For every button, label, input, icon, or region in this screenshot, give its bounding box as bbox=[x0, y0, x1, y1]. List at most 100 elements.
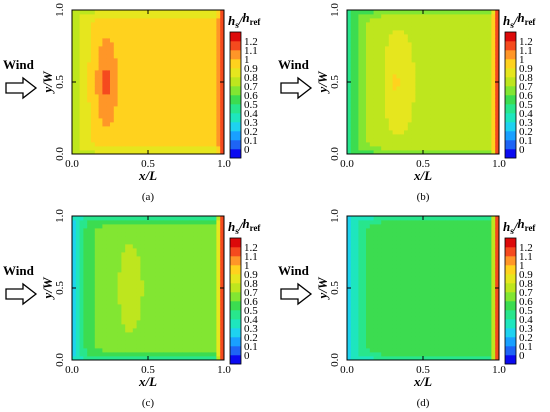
heat-cell bbox=[366, 122, 371, 127]
heat-cell bbox=[407, 78, 412, 83]
heat-cell bbox=[369, 340, 374, 345]
heat-cell bbox=[129, 126, 134, 131]
heat-cell bbox=[449, 114, 454, 119]
heat-cell bbox=[347, 70, 352, 75]
heat-cell bbox=[155, 240, 160, 245]
heat-cell bbox=[182, 220, 187, 225]
heat-cell bbox=[366, 220, 371, 225]
heat-cell bbox=[396, 54, 401, 59]
heat-cell bbox=[182, 332, 187, 337]
heat-cell bbox=[392, 78, 397, 83]
heat-cell bbox=[220, 10, 225, 15]
heat-cell bbox=[75, 122, 80, 127]
heat-cell bbox=[121, 42, 126, 47]
heat-cell bbox=[354, 62, 359, 67]
heat-cell bbox=[174, 324, 179, 329]
heat-cell bbox=[132, 70, 137, 75]
heat-cell bbox=[377, 134, 382, 139]
heat-cell bbox=[117, 90, 122, 95]
heat-cell bbox=[144, 220, 149, 225]
heat-cell bbox=[117, 268, 122, 273]
heat-cell bbox=[75, 58, 80, 63]
heat-cell bbox=[94, 10, 99, 15]
heat-cell bbox=[136, 142, 141, 147]
heat-cell bbox=[381, 252, 386, 257]
heat-cell bbox=[159, 252, 164, 257]
heat-cell bbox=[396, 94, 401, 99]
heat-cell bbox=[170, 46, 175, 51]
heat-cell bbox=[72, 268, 77, 273]
heat-cell bbox=[388, 42, 393, 47]
colorbar-title-title-main2: h bbox=[242, 216, 249, 231]
heat-cell bbox=[110, 232, 115, 237]
heat-cell bbox=[83, 66, 88, 71]
heat-cell bbox=[216, 94, 221, 99]
heat-cell bbox=[388, 280, 393, 285]
heat-cell bbox=[91, 34, 96, 39]
heat-cell bbox=[366, 272, 371, 277]
heat-cell bbox=[442, 14, 447, 19]
heat-cell bbox=[83, 114, 88, 119]
heat-cell bbox=[189, 216, 194, 221]
heat-cell bbox=[110, 308, 115, 313]
heat-cell bbox=[189, 66, 194, 71]
heat-cell bbox=[388, 224, 393, 229]
heat-cell bbox=[87, 142, 92, 147]
heat-cell bbox=[480, 18, 485, 23]
heat-cell bbox=[136, 62, 141, 67]
heat-cell bbox=[132, 276, 137, 281]
heat-cell bbox=[79, 308, 84, 313]
heat-cell bbox=[404, 122, 409, 127]
heat-cell bbox=[426, 58, 431, 63]
heat-cell bbox=[354, 110, 359, 115]
heat-cell bbox=[442, 102, 447, 107]
heat-cell bbox=[144, 74, 149, 79]
heat-cell bbox=[83, 236, 88, 241]
heat-cell bbox=[354, 90, 359, 95]
heat-cell bbox=[79, 260, 84, 265]
heat-cell bbox=[148, 312, 153, 317]
heat-cell bbox=[354, 142, 359, 147]
heat-cell bbox=[91, 220, 96, 225]
heat-cell bbox=[125, 220, 130, 225]
heat-cell bbox=[117, 324, 122, 329]
heat-cell bbox=[163, 142, 168, 147]
heat-cell bbox=[170, 324, 175, 329]
heat-cell bbox=[468, 134, 473, 139]
heat-cell bbox=[400, 138, 405, 143]
heat-cell bbox=[362, 26, 367, 31]
heat-cell bbox=[400, 54, 405, 59]
heat-cell bbox=[182, 34, 187, 39]
heat-cell bbox=[151, 82, 156, 87]
heat-cell bbox=[385, 110, 390, 115]
heat-cell bbox=[106, 340, 111, 345]
heat-cell bbox=[216, 300, 221, 305]
heat-cell bbox=[87, 220, 92, 225]
heat-cell bbox=[75, 42, 80, 47]
heat-cell bbox=[358, 26, 363, 31]
heat-cell bbox=[83, 240, 88, 245]
heat-cell bbox=[205, 228, 210, 233]
heat-field bbox=[347, 216, 500, 361]
heat-cell bbox=[174, 272, 179, 277]
heat-cell bbox=[434, 58, 439, 63]
heat-cell bbox=[75, 30, 80, 35]
heat-cell bbox=[411, 22, 416, 27]
heat-cell bbox=[125, 74, 130, 79]
heat-cell bbox=[193, 106, 198, 111]
heat-cell bbox=[426, 94, 431, 99]
heat-cell bbox=[155, 288, 160, 293]
heat-cell bbox=[388, 18, 393, 23]
heat-cell bbox=[362, 336, 367, 341]
heat-cell bbox=[132, 312, 137, 317]
heat-cell bbox=[423, 94, 428, 99]
heat-cell bbox=[79, 130, 84, 135]
heat-cell bbox=[347, 90, 352, 95]
heat-cell bbox=[201, 284, 206, 289]
heat-cell bbox=[461, 22, 466, 27]
heat-cell bbox=[472, 10, 477, 15]
colorbar-title-title-sub1: s bbox=[510, 20, 514, 30]
heat-cell bbox=[140, 220, 145, 225]
heat-cell bbox=[354, 352, 359, 357]
heat-cell bbox=[358, 78, 363, 83]
